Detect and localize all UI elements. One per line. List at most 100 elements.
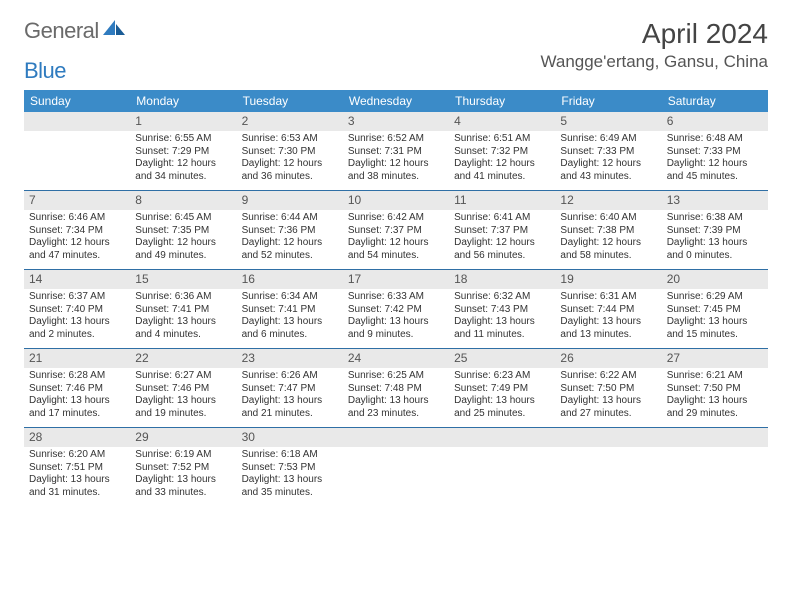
sunset-text: Sunset: 7:46 PM <box>135 383 231 396</box>
calendar-day-cell: 29Sunrise: 6:19 AMSunset: 7:52 PMDayligh… <box>130 428 236 507</box>
day-number: 24 <box>343 349 449 368</box>
day-number: 14 <box>24 270 130 289</box>
calendar-day-cell: 7Sunrise: 6:46 AMSunset: 7:34 PMDaylight… <box>24 191 130 270</box>
daylight-text: and 47 minutes. <box>29 250 125 263</box>
daylight-text: and 0 minutes. <box>667 250 763 263</box>
brand-logo: General <box>24 18 127 44</box>
day-number: 21 <box>24 349 130 368</box>
daylight-text: and 34 minutes. <box>135 171 231 184</box>
sunrise-text: Sunrise: 6:31 AM <box>560 291 656 304</box>
calendar-week-row: 28Sunrise: 6:20 AMSunset: 7:51 PMDayligh… <box>24 428 768 507</box>
sunset-text: Sunset: 7:49 PM <box>454 383 550 396</box>
daylight-text: and 36 minutes. <box>242 171 338 184</box>
daylight-text: and 23 minutes. <box>348 408 444 421</box>
dow-saturday: Saturday <box>662 90 768 112</box>
sunrise-text: Sunrise: 6:25 AM <box>348 370 444 383</box>
daylight-text: Daylight: 12 hours <box>348 237 444 250</box>
sunrise-text: Sunrise: 6:34 AM <box>242 291 338 304</box>
sunset-text: Sunset: 7:52 PM <box>135 462 231 475</box>
daylight-text: and 56 minutes. <box>454 250 550 263</box>
day-number: 25 <box>449 349 555 368</box>
daylight-text: Daylight: 13 hours <box>135 474 231 487</box>
daylight-text: Daylight: 12 hours <box>242 237 338 250</box>
calendar-day-cell <box>343 428 449 507</box>
daylight-text: Daylight: 13 hours <box>242 395 338 408</box>
brand-part2: Blue <box>24 58 66 83</box>
calendar-day-cell: 21 Sunrise: 6:28 AMSunset: 7:46 PMDayligh… <box>24 349 130 428</box>
empty-day-body <box>343 447 449 505</box>
sunrise-text: Sunrise: 6:48 AM <box>667 133 763 146</box>
day-body: Sunrise: 6:19 AMSunset: 7:52 PMDaylight:… <box>130 447 236 506</box>
sunrise-text: Sunrise: 6:44 AM <box>242 212 338 225</box>
day-body: Sunrise: 6:42 AMSunset: 7:37 PMDaylight:… <box>343 210 449 269</box>
day-body: Sunrise: 6:36 AMSunset: 7:41 PMDaylight:… <box>130 289 236 348</box>
day-number: 30 <box>237 428 343 447</box>
day-number: 18 <box>449 270 555 289</box>
sunset-text: Sunset: 7:32 PM <box>454 146 550 159</box>
sunrise-text: Sunrise: 6:36 AM <box>135 291 231 304</box>
day-number: 28 <box>24 428 130 447</box>
day-body: Sunrise: 6:44 AMSunset: 7:36 PMDaylight:… <box>237 210 343 269</box>
dow-friday: Friday <box>555 90 661 112</box>
day-number: 15 <box>130 270 236 289</box>
day-number: 20 <box>662 270 768 289</box>
sunrise-text: Sunrise: 6:33 AM <box>348 291 444 304</box>
daylight-text: Daylight: 12 hours <box>560 158 656 171</box>
daylight-text: and 58 minutes. <box>560 250 656 263</box>
sunrise-text: Sunrise: 6:28 AM <box>29 370 125 383</box>
daylight-text: Daylight: 13 hours <box>29 395 125 408</box>
day-body: Sunrise: 6:38 AMSunset: 7:39 PMDaylight:… <box>662 210 768 269</box>
daylight-text: and 29 minutes. <box>667 408 763 421</box>
daylight-text: and 2 minutes. <box>29 329 125 342</box>
daylight-text: and 17 minutes. <box>29 408 125 421</box>
daylight-text: and 9 minutes. <box>348 329 444 342</box>
empty-day-header <box>343 428 449 447</box>
sunset-text: Sunset: 7:50 PM <box>667 383 763 396</box>
empty-day-header <box>555 428 661 447</box>
brand-sail-icon <box>103 20 125 43</box>
empty-day-body <box>449 447 555 505</box>
day-body: Sunrise: 6:21 AMSunset: 7:50 PMDaylight:… <box>662 368 768 427</box>
sunset-text: Sunset: 7:42 PM <box>348 304 444 317</box>
sunrise-text: Sunrise: 6:53 AM <box>242 133 338 146</box>
day-body: Sunrise: 6:33 AMSunset: 7:42 PMDaylight:… <box>343 289 449 348</box>
day-number: 2 <box>237 112 343 131</box>
daylight-text: and 4 minutes. <box>135 329 231 342</box>
daylight-text: Daylight: 12 hours <box>29 237 125 250</box>
calendar-day-cell: 25Sunrise: 6:23 AMSunset: 7:49 PMDayligh… <box>449 349 555 428</box>
daylight-text: Daylight: 12 hours <box>135 237 231 250</box>
sunset-text: Sunset: 7:33 PM <box>560 146 656 159</box>
daylight-text: Daylight: 13 hours <box>667 237 763 250</box>
sunset-text: Sunset: 7:37 PM <box>454 225 550 238</box>
daylight-text: and 6 minutes. <box>242 329 338 342</box>
daylight-text: Daylight: 13 hours <box>560 395 656 408</box>
daylight-text: and 19 minutes. <box>135 408 231 421</box>
day-body: Sunrise: 6:22 AMSunset: 7:50 PMDaylight:… <box>555 368 661 427</box>
calendar-day-cell: 13Sunrise: 6:38 AMSunset: 7:39 PMDayligh… <box>662 191 768 270</box>
daylight-text: and 49 minutes. <box>135 250 231 263</box>
calendar-day-cell: 17Sunrise: 6:33 AMSunset: 7:42 PMDayligh… <box>343 270 449 349</box>
day-body: Sunrise: 6:32 AMSunset: 7:43 PMDaylight:… <box>449 289 555 348</box>
day-number: 16 <box>237 270 343 289</box>
calendar-day-cell: 14Sunrise: 6:37 AMSunset: 7:40 PMDayligh… <box>24 270 130 349</box>
daylight-text: and 41 minutes. <box>454 171 550 184</box>
calendar-day-cell: 8Sunrise: 6:45 AMSunset: 7:35 PMDaylight… <box>130 191 236 270</box>
sunrise-text: Sunrise: 6:45 AM <box>135 212 231 225</box>
day-body: Sunrise: 6:46 AMSunset: 7:34 PMDaylight:… <box>24 210 130 269</box>
day-body: Sunrise: 6:40 AMSunset: 7:38 PMDaylight:… <box>555 210 661 269</box>
daylight-text: and 35 minutes. <box>242 487 338 500</box>
sunrise-text: Sunrise: 6:32 AM <box>454 291 550 304</box>
sunrise-text: Sunrise: 6:19 AM <box>135 449 231 462</box>
day-body: Sunrise: 6:55 AMSunset: 7:29 PMDaylight:… <box>130 131 236 190</box>
daylight-text: Daylight: 12 hours <box>454 237 550 250</box>
sunset-text: Sunset: 7:39 PM <box>667 225 763 238</box>
daylight-text: and 11 minutes. <box>454 329 550 342</box>
day-body: Sunrise: 6:37 AMSunset: 7:40 PMDaylight:… <box>24 289 130 348</box>
daylight-text: and 25 minutes. <box>454 408 550 421</box>
empty-day-body <box>24 131 130 189</box>
calendar-day-cell: 6Sunrise: 6:48 AMSunset: 7:33 PMDaylight… <box>662 112 768 191</box>
day-number: 29 <box>130 428 236 447</box>
daylight-text: Daylight: 13 hours <box>348 316 444 329</box>
calendar-day-cell: 28Sunrise: 6:20 AMSunset: 7:51 PMDayligh… <box>24 428 130 507</box>
sunset-text: Sunset: 7:46 PM <box>29 383 125 396</box>
